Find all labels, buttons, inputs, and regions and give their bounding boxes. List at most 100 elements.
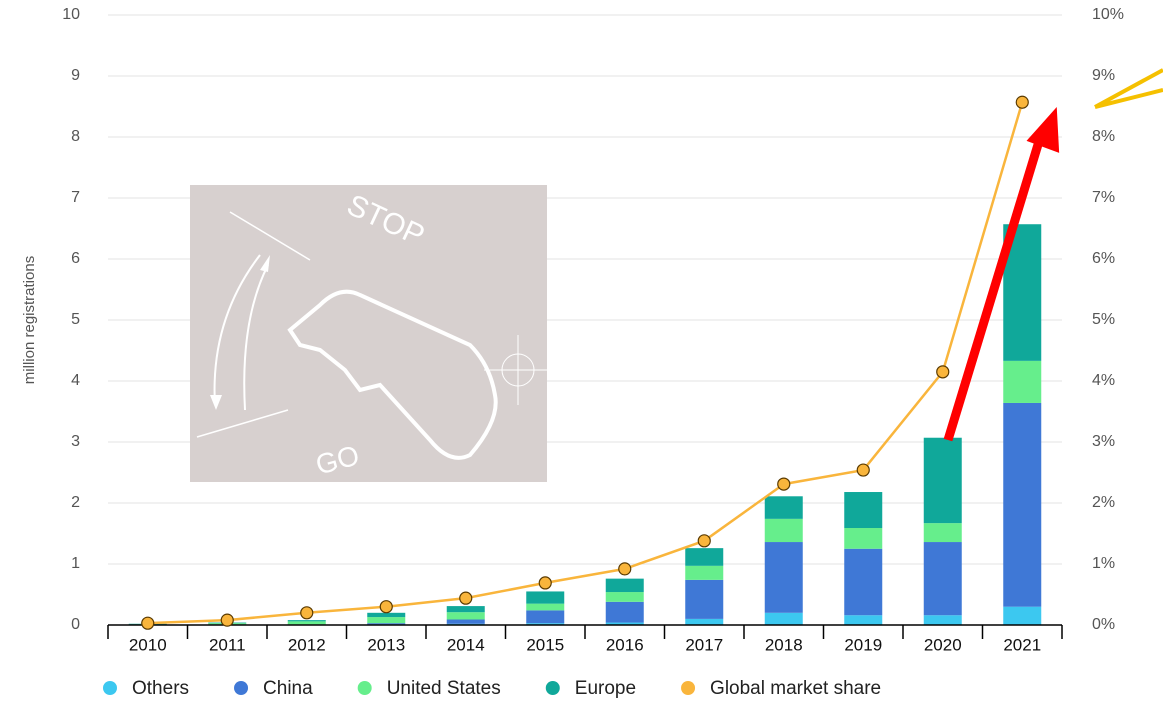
bar-segment: [605, 592, 644, 602]
line-marker: [697, 534, 711, 548]
x-tick-label: 2012: [288, 635, 326, 654]
legend-swatch: [357, 681, 372, 695]
bar-segment: [764, 518, 803, 543]
y2-tick-label: 8%: [1092, 128, 1115, 145]
y2-tick-label: 0%: [1092, 616, 1115, 633]
y2-tick-label: 9%: [1092, 67, 1115, 84]
line-marker: [379, 600, 393, 614]
bar-segment: [287, 620, 326, 622]
bar-segment: [605, 601, 644, 623]
bar-segment: [923, 437, 962, 524]
bar-segment: [764, 612, 803, 625]
bar-segment: [764, 542, 803, 613]
annotation-arrow: [943, 136, 1045, 442]
x-tick-label: 2010: [129, 635, 167, 654]
x-tick-label: 2014: [447, 635, 485, 654]
y-tick-label: 0: [71, 616, 80, 633]
bar-segment: [287, 621, 326, 625]
bar-segment: [1003, 360, 1042, 403]
legend-swatch: [103, 681, 117, 695]
bar-segment: [446, 619, 485, 624]
x-tick-label: 2015: [526, 635, 564, 654]
x-tick-label: 2017: [685, 635, 723, 654]
y-tick-label: 10: [62, 6, 80, 23]
bar-segment: [446, 606, 485, 613]
overlay-line: [196, 211, 311, 438]
overlay-image: STOP GO: [190, 185, 550, 482]
bar-segment: [685, 565, 724, 580]
x-tick-label: 2016: [606, 635, 644, 654]
x-tick-label: 2021: [1003, 635, 1041, 654]
bar-segment: [923, 523, 962, 543]
x-tick-label: 2013: [367, 635, 405, 654]
bar-segment: [367, 612, 406, 618]
line: [147, 101, 1024, 625]
y2-tick-label: 5%: [1092, 311, 1115, 328]
legend-label: Global market share: [710, 678, 881, 699]
y-tick-label: 6: [71, 250, 80, 267]
line-marker: [459, 591, 473, 605]
legend-label: United States: [387, 678, 501, 699]
bar-segment: [526, 623, 565, 625]
bar-segment: [605, 578, 644, 593]
line-marker: [141, 616, 155, 630]
y-axis-label: million registrations: [21, 256, 38, 384]
legend-swatch: [681, 681, 696, 695]
bar-segment: [844, 492, 883, 529]
plot: 0 1 2 3 4 5 6 7 8 9 10 0% 1% 2% 3% 4% 5% 6% 7% 8% 9% 10% 2010 2…: [62, 6, 1124, 654]
y2-tick-label: 3%: [1092, 433, 1115, 450]
line-marker: [220, 613, 234, 627]
y-tick-label: 4: [71, 372, 80, 389]
line-marker: [936, 365, 950, 379]
y-tick-label: 7: [71, 189, 80, 206]
x-tick-label: 2011: [209, 635, 246, 654]
line-marker: [300, 606, 314, 620]
bar-segment: [526, 610, 565, 624]
annotation-arrowhead: [1026, 107, 1060, 153]
line-marker: [856, 463, 870, 477]
bar-segment: [1003, 606, 1042, 625]
y-tick-label: 2: [71, 494, 80, 511]
overlay-crosshair: [484, 335, 550, 405]
overlay-arrowhead: [210, 255, 270, 410]
bar-segment: [764, 496, 803, 519]
line-marker: [777, 477, 791, 491]
overlay-lever: [287, 289, 498, 460]
bar-segment: [685, 548, 724, 566]
y2-tick-label: 10%: [1092, 6, 1124, 23]
bar-segment: [605, 622, 644, 625]
y-tick-label: 5: [71, 311, 80, 328]
bar-segment: [685, 579, 724, 619]
annotation-stroke: [1094, 68, 1163, 109]
bar-segment: [844, 615, 883, 625]
bar-segment: [844, 548, 883, 616]
bar-segment: [844, 528, 883, 549]
y2-tick-label: 2%: [1092, 494, 1115, 511]
y2-tick-label: 7%: [1092, 189, 1115, 206]
y2-tick-label: 6%: [1092, 250, 1115, 267]
bar-segment: [526, 603, 565, 611]
bar-segment: [1003, 402, 1042, 607]
bar-segment: [446, 612, 485, 620]
legend-swatch: [545, 681, 560, 695]
y-tick-label: 9: [71, 67, 80, 84]
legend-label: China: [263, 678, 313, 699]
bar-segment: [923, 615, 962, 625]
line-marker: [1015, 95, 1029, 109]
bar-segment: [526, 591, 565, 604]
legend-label: Others: [132, 678, 189, 699]
line-marker: [538, 576, 552, 590]
bar-segment: [685, 618, 724, 625]
y-tick-label: 8: [71, 128, 80, 145]
bar-segment: [367, 623, 406, 625]
legend: Others China United States Europe Global mar…: [103, 678, 881, 699]
line-marker: [618, 562, 632, 576]
y2-tick-label: 4%: [1092, 372, 1115, 389]
y-tick-label: 3: [71, 433, 80, 450]
y-tick-label: 1: [71, 555, 80, 572]
x-tick-label: 2020: [924, 635, 962, 654]
x-tick-label: 2019: [844, 635, 882, 654]
overlay-arc: [213, 254, 269, 411]
y2-tick-label: 1%: [1092, 555, 1115, 572]
